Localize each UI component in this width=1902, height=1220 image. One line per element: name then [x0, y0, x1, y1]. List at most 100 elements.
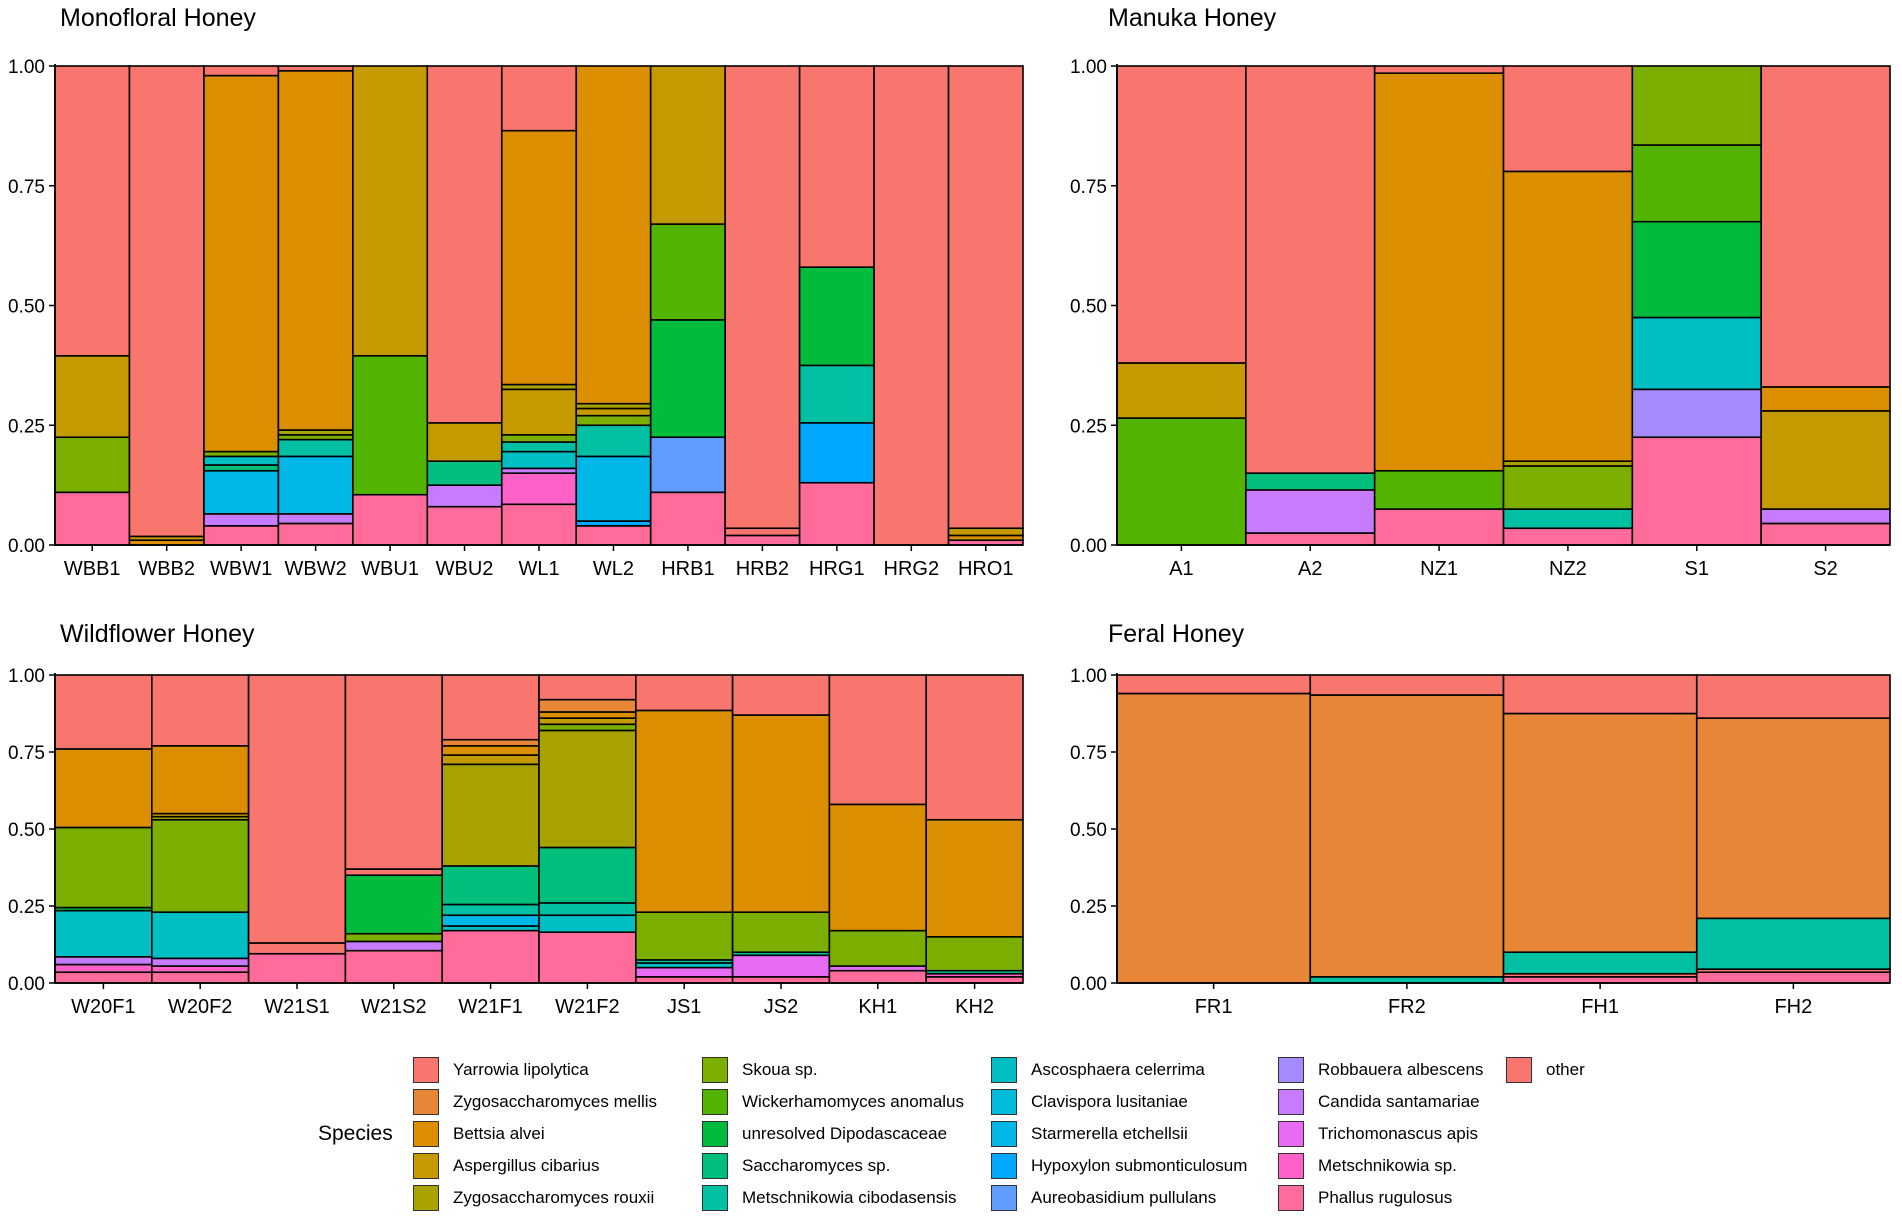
- bar-segment-w21f1-yarrowia-lipolytica: [441, 674, 540, 741]
- bar-segment-wbw1-yarrowia-lipolytica: [203, 65, 280, 77]
- wildflower-honey-ytick-label: 0.00: [8, 974, 45, 995]
- legend-item-aureobasidium-pullulans: Aureobasidium pullulans: [991, 1185, 1216, 1211]
- legend-item-metschnikowia-sp: Metschnikowia sp.: [1278, 1153, 1457, 1179]
- bar-segment-fr1-zygosaccharomyces-mellis: [1116, 692, 1312, 984]
- xtick-label-hrg1: HRG1: [809, 558, 865, 580]
- legend-swatch-hypoxylon-submonticulosum: [991, 1153, 1017, 1179]
- bar-segment-w21f2-zygosaccharomyces-mellis: [538, 698, 637, 713]
- bar-segment-wl1-phallus-rugulosus: [500, 503, 578, 546]
- bar-segment-js1-yarrowia-lipolytica: [634, 674, 734, 712]
- legend-swatch-zygosaccharomyces-rouxii: [413, 1185, 439, 1211]
- legend-item-skoua-sp: Skoua sp.: [702, 1057, 818, 1083]
- bar-segment-hrb1-phallus-rugulosus: [649, 491, 726, 546]
- xtick-label-w21f1: W21F1: [458, 996, 522, 1018]
- legend-label: Wickerhamomyces anomalus: [742, 1092, 965, 1111]
- bar-segment-w21f2-saccharomyces-sp: [538, 846, 637, 904]
- bar-segment-a2-saccharomyces-sp: [1245, 472, 1376, 491]
- manuka-honey-ytick-label: 0.50: [1070, 297, 1107, 318]
- feral-honey-ytick-label: 0.25: [1070, 897, 1107, 918]
- legend-item-zygosaccharomyces-mellis: Zygosaccharomyces mellis: [413, 1089, 657, 1115]
- feral-honey-ytick-label: 0.75: [1070, 743, 1107, 764]
- bar-segment-wbw2-metschnikowia-cibodasensis: [277, 438, 354, 458]
- bar-segment-w21f1-zygosaccharomyces-rouxii: [441, 763, 540, 867]
- bar-segment-s1-robbauera-albescens: [1631, 388, 1762, 439]
- legend-swatch-candida-santamariae: [1278, 1089, 1304, 1115]
- bar-segment-w20f1-candida-santamariae: [54, 956, 153, 966]
- bar-segment-js2-trichomonascus-apis: [731, 954, 831, 978]
- bar-segment-wbu2-candida-santamariae: [426, 484, 503, 508]
- xtick-label-hrb1: HRB1: [661, 558, 714, 580]
- bar-segment-wl1-ascosphaera-celerrima: [500, 450, 578, 470]
- bar-segment-hrb2-phallus-rugulosus: [724, 534, 801, 546]
- xtick-label-a2: A2: [1298, 558, 1322, 580]
- bar-segment-fh1-phallus-rugulosus: [1502, 976, 1698, 984]
- xtick-label-hro1: HRO1: [958, 558, 1014, 580]
- bar-segment-w21s2-candida-santamariae: [344, 940, 443, 952]
- legend-item-saccharomyces-sp: Saccharomyces sp.: [702, 1153, 890, 1179]
- bar-segment-wl2-aspergillus-cibarius: [575, 407, 652, 417]
- bar-segment-wl2-metschnikowia-cibodasensis: [575, 424, 652, 458]
- bar-segment-kh1-bettsia-alvei: [828, 803, 928, 932]
- legend-label: Zygosaccharomyces rouxii: [453, 1188, 655, 1207]
- monofloral-honey-ytick-label: 0.00: [8, 536, 45, 557]
- feral-honey-title: Feral Honey: [1108, 620, 1245, 648]
- xtick-label-w20f1: W20F1: [71, 996, 135, 1018]
- bar-segment-wbu2-saccharomyces-sp: [426, 460, 503, 486]
- wildflower-honey-ytick-label: 0.50: [8, 820, 45, 841]
- legend-title: Species: [318, 1122, 393, 1145]
- xtick-label-wbb1: WBB1: [64, 558, 121, 580]
- legend-item-wickerhamomyces-anomalus: Wickerhamomyces anomalus: [702, 1089, 964, 1115]
- bar-segment-w21s1-phallus-rugulosus: [247, 952, 347, 984]
- legend-label: Metschnikowia sp.: [1318, 1156, 1457, 1175]
- bar-segment-kh1-skoua-sp: [828, 929, 928, 967]
- feral-honey-ytick-label: 0.00: [1070, 974, 1107, 995]
- bar-segment-hrg1-yarrowia-lipolytica: [798, 65, 875, 268]
- bar-segment-s2-phallus-rugulosus: [1760, 522, 1891, 546]
- bar-segment-w21f2-bettsia-alvei: [538, 711, 637, 719]
- xtick-label-fr2: FR2: [1388, 996, 1426, 1018]
- bar-segment-js2-skoua-sp: [731, 911, 831, 953]
- legend-item-ascosphaera-celerrima: Ascosphaera celerrima: [991, 1057, 1205, 1083]
- xtick-label-nz1: NZ1: [1420, 558, 1458, 580]
- monofloral-honey-panel: Monofloral Honey 0.00 0.25 0.50 0.75 1.00 WBB1…: [8, 4, 1024, 580]
- legend-label: Metschnikowia cibodasensis: [742, 1188, 957, 1207]
- bar-segment-w20f1-ascosphaera-celerrima: [54, 909, 153, 958]
- bar-segment-hro1-aspergillus-cibarius: [947, 527, 1024, 537]
- xtick-label-kh2: KH2: [955, 996, 994, 1018]
- legend-label: unresolved Dipodascaceae: [742, 1124, 948, 1143]
- xtick-label-nz2: NZ2: [1549, 558, 1587, 580]
- bar-segment-s1-skoua-sp: [1631, 65, 1762, 146]
- bar-segment-wbu2-yarrowia-lipolytica: [426, 65, 503, 424]
- bar-segment-w21s1-other: [247, 942, 347, 955]
- bar-segment-w21f2-skoua-sp: [538, 723, 637, 732]
- bar-segment-wbw1-starmerella-etchellsii: [203, 469, 280, 515]
- legend-swatch-unresolved-dipodascaceae: [702, 1121, 728, 1147]
- bar-segment-wl1-metschnikowia-cibodasensis: [500, 441, 578, 453]
- bar-segment-js2-phallus-rugulosus: [731, 976, 831, 984]
- bar-segment-wbw2-phallus-rugulosus: [277, 522, 354, 546]
- xtick-label-wbw1: WBW1: [210, 558, 272, 580]
- legend-swatch-zygosaccharomyces-mellis: [413, 1089, 439, 1115]
- legend-item-candida-santamariae: Candida santamariae: [1278, 1089, 1480, 1115]
- monofloral-honey-ytick-label: 1.00: [8, 57, 45, 78]
- legend-label: Robbauera albescens: [1318, 1060, 1484, 1079]
- legend-item-trichomonascus-apis: Trichomonascus apis: [1278, 1121, 1478, 1147]
- xtick-label-kh1: KH1: [858, 996, 897, 1018]
- bar-segment-js2-bettsia-alvei: [731, 714, 831, 913]
- bar-segment-fh2-zygosaccharomyces-mellis: [1695, 717, 1891, 920]
- xtick-label-wbu1: WBU1: [361, 558, 419, 580]
- bar-segment-wbw1-candida-santamariae: [203, 513, 280, 527]
- legend-item-phallus-rugulosus: Phallus rugulosus: [1278, 1185, 1452, 1211]
- bar-segment-wl2-starmerella-etchellsii: [575, 455, 652, 522]
- feral-honey-ytick-label: 1.00: [1070, 666, 1107, 687]
- bar-segment-w20f2-bettsia-alvei: [151, 745, 250, 815]
- bar-segment-wl2-skoua-sp: [575, 414, 652, 427]
- bar-segment-fh2-yarrowia-lipolytica: [1695, 674, 1891, 719]
- legend-label: Clavispora lusitaniae: [1031, 1092, 1188, 1111]
- bar-segment-w21f2-ascosphaera-celerrima: [538, 914, 637, 933]
- legend-item-aspergillus-cibarius: Aspergillus cibarius: [413, 1153, 599, 1179]
- legend-item-unresolved-dipodascaceae: unresolved Dipodascaceae: [702, 1121, 947, 1147]
- manuka-honey-panel: Manuka Honey 0.00 0.25 0.50 0.75 1.00 A1 A2 NZ1 N…: [1070, 4, 1891, 580]
- legend-label: Aureobasidium pullulans: [1031, 1188, 1217, 1207]
- bar-segment-fh1-metschnikowia-cibodasensis: [1502, 951, 1698, 975]
